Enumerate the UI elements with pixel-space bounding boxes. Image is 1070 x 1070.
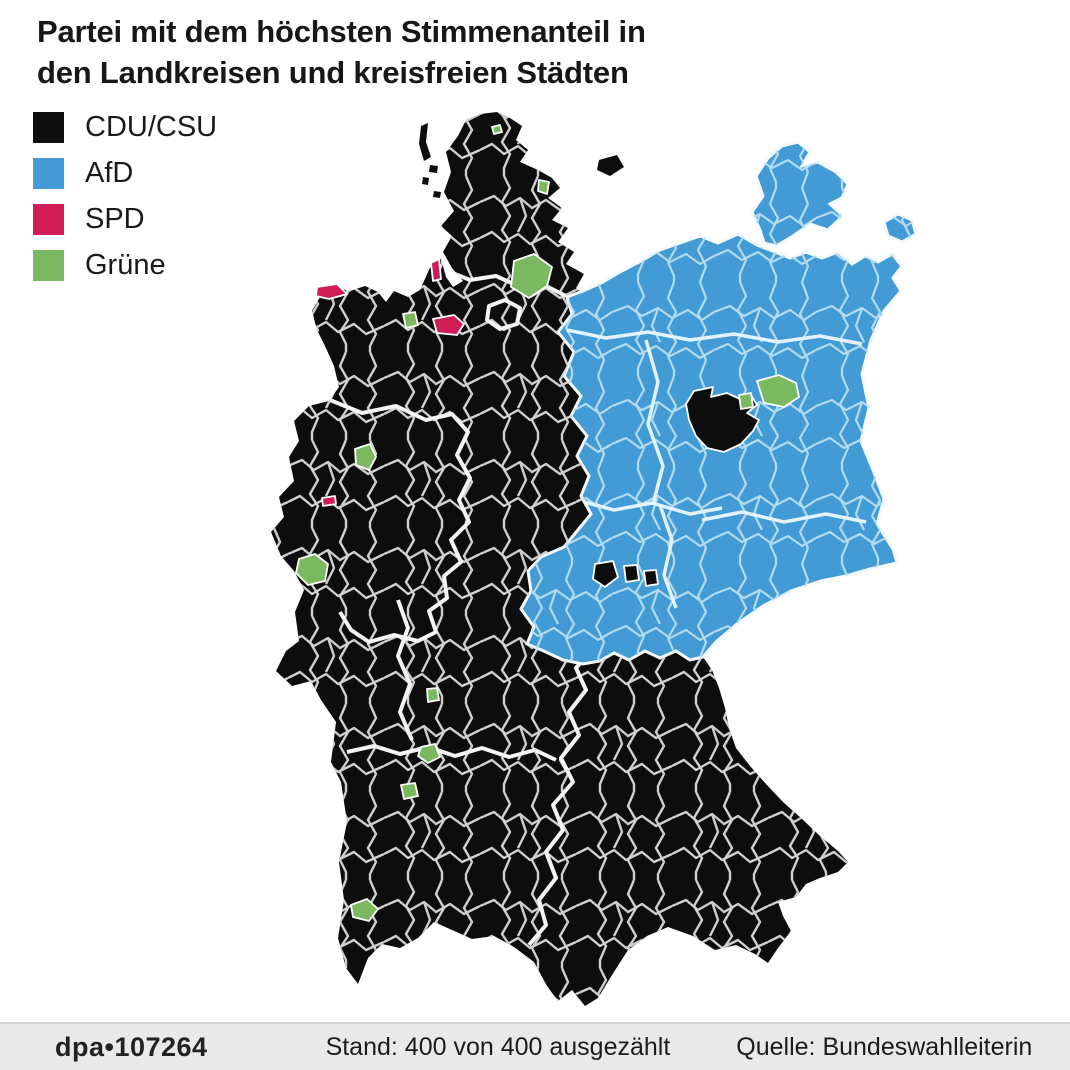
dpa-brand-id: dpa•107264: [55, 1031, 208, 1062]
legend-label-gruene: Grüne: [85, 249, 166, 281]
district-green-freiburg: [350, 898, 379, 922]
district-spd-bremerhaven: [430, 258, 442, 282]
district-green-berlin-ne: [756, 374, 800, 408]
west-islands: [419, 123, 624, 198]
legend-label-afd: AfD: [85, 157, 134, 189]
footer-bar: dpa•107264 Stand: 400 von 400 ausgezählt…: [0, 1022, 1070, 1070]
legend-swatch-gruene: [33, 250, 64, 281]
district-green-flensburg: [491, 124, 503, 135]
island-foehr: [429, 165, 438, 173]
source-credit: Quelle: Bundeswahlleiterin: [736, 1032, 1033, 1061]
page-title: Partei mit dem höchsten Stimmenanteil in…: [37, 12, 997, 94]
district-green-luebeck: [510, 253, 553, 299]
district-spd-emden: [315, 283, 348, 300]
district-jena: [643, 569, 659, 587]
district-spd-bremen: [432, 314, 465, 336]
spd-districts: [315, 258, 465, 507]
district-erfurt: [592, 560, 619, 588]
district-green-kiel: [537, 179, 550, 195]
legend-label-spd: SPD: [85, 203, 145, 235]
legend-item-cdu-csu: CDU/CSU: [33, 111, 218, 143]
island-fehmarn: [597, 155, 624, 176]
island-amrum: [422, 177, 429, 185]
count-status: Stand: 400 von 400 ausgezählt: [325, 1032, 671, 1061]
legend-label-cdu-csu: CDU/CSU: [85, 111, 218, 143]
title-line-2: den Landkreisen und kreisfreien Städten: [37, 54, 629, 90]
island-pellworm: [433, 191, 441, 198]
state-borders-east: [566, 328, 867, 609]
legend: CDU/CSU AfD SPD Grüne: [33, 111, 218, 296]
legend-item-spd: SPD: [33, 203, 217, 235]
district-green-darmstadt: [426, 687, 440, 703]
legend-swatch-spd: [33, 204, 64, 235]
district-spd-herne: [321, 495, 337, 507]
legend-item-afd: AfD: [33, 157, 217, 189]
gruene-districts: [295, 124, 800, 922]
district-weimar: [623, 564, 640, 583]
district-green-berlin-ne-small: [738, 392, 754, 410]
island-sylt: [419, 123, 431, 161]
legend-swatch-afd: [33, 158, 64, 189]
district-green-heidelberg: [417, 743, 441, 764]
legend-swatch-cdu-csu: [33, 112, 64, 143]
district-green-oldenburg: [402, 311, 419, 329]
title-line-1: Partei mit dem höchsten Stimmenanteil in: [37, 14, 646, 49]
district-green-karlsruhe: [400, 782, 419, 800]
district-green-muenster: [354, 443, 377, 471]
legend-item-gruene: Grüne: [33, 249, 217, 281]
district-green-koeln: [295, 553, 329, 586]
